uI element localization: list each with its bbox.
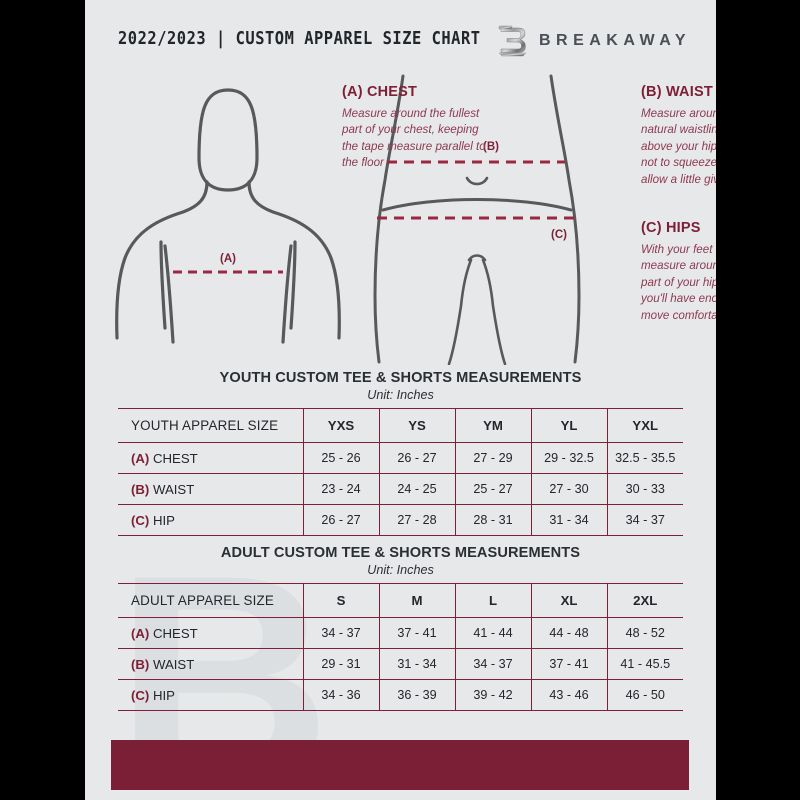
youth-size-column-header: YXS xyxy=(303,408,380,443)
table-row: (A) CHEST 34 - 37 37 - 41 41 - 44 44 - 48 48 … xyxy=(118,617,683,649)
measurement-value-cell: 36 - 39 xyxy=(379,679,456,711)
measurement-value-cell: 24 - 25 xyxy=(379,473,456,505)
measurement-value-cell: 30 - 33 xyxy=(607,473,683,505)
measurement-value-cell: 27 - 29 xyxy=(455,442,532,474)
adult-row-label: (C) HIP xyxy=(118,679,304,711)
measurement-value-cell: 34 - 36 xyxy=(303,679,380,711)
measurement-tag: (B) xyxy=(131,656,153,672)
measurement-tag: (A) xyxy=(131,450,153,466)
adult-size-column-header: XL xyxy=(531,583,608,618)
instruction-chest-title: (A) CHEST xyxy=(342,84,418,100)
youth-apparel-size-header: YOUTH APPAREL SIZE xyxy=(118,408,304,443)
measurement-tag: (C) xyxy=(131,512,153,528)
brand-name: BREAKAWAY xyxy=(538,32,691,49)
footer-bar xyxy=(111,740,689,790)
measurement-value-cell: 27 - 28 xyxy=(379,504,456,536)
instruction-hips-title: (C) HIPS xyxy=(641,220,701,236)
youth-size-column-header: YXL xyxy=(607,408,683,443)
youth-measurements-section: YOUTH CUSTOM TEE & SHORTS MEASUREMENTS U… xyxy=(85,370,716,536)
table-row: (C) HIP 34 - 36 36 - 39 39 - 42 43 - 46 46 - … xyxy=(118,679,683,711)
measurement-value-cell: 43 - 46 xyxy=(531,679,608,711)
youth-table-title: YOUTH CUSTOM TEE & SHORTS MEASUREMENTS xyxy=(219,370,582,386)
measurement-value-cell: 28 - 31 xyxy=(455,504,532,536)
measurement-name: WAIST xyxy=(152,481,195,497)
hips-measure-label: (C) xyxy=(551,229,567,241)
measurement-value-cell: 25 - 26 xyxy=(303,442,380,474)
page-title: 2022/2023 | CUSTOM APPAREL SIZE CHART xyxy=(118,29,481,49)
measurement-value-cell: 46 - 50 xyxy=(607,679,683,711)
brand-lockup: BREAKAWAY xyxy=(497,24,691,58)
adult-table-unit: Unit: Inches xyxy=(367,563,434,577)
measurement-value-cell: 41 - 44 xyxy=(455,617,532,649)
table-row: (B) WAIST 23 - 24 24 - 25 25 - 27 27 - 30 30 … xyxy=(118,473,683,505)
measurement-value-cell: 26 - 27 xyxy=(379,442,456,474)
adult-measurements-section: ADULT CUSTOM TEE & SHORTS MEASUREMENTS U… xyxy=(85,545,716,711)
instruction-waist-title: (B) WAIST xyxy=(641,84,713,100)
youth-size-column-header: YS xyxy=(379,408,456,443)
measurement-value-cell: 31 - 34 xyxy=(531,504,608,536)
measurement-value-cell: 34 - 37 xyxy=(607,504,683,536)
page-header: 2022/2023 | CUSTOM APPAREL SIZE CHART BR… xyxy=(85,24,716,60)
measurement-value-cell: 37 - 41 xyxy=(379,617,456,649)
hips-figure: (B) (C) xyxy=(373,74,581,365)
adult-size-table: ADULT APPAREL SIZE S M L XL 2XL (A) CHEST 34 - … xyxy=(118,583,683,711)
adult-size-column-header: L xyxy=(455,583,532,618)
adult-size-column-header: S xyxy=(303,583,380,618)
table-row: (C) HIP 26 - 27 27 - 28 28 - 31 31 - 34 34 - … xyxy=(118,504,683,536)
instruction-waist: (B) WAIST Measure around your natural wa… xyxy=(641,84,716,188)
measurement-value-cell: 48 - 52 xyxy=(607,617,683,649)
instruction-chest: (A) CHEST Measure around the fullest par… xyxy=(342,84,492,172)
measurement-value-cell: 27 - 30 xyxy=(531,473,608,505)
measurement-tag: (A) xyxy=(131,625,153,641)
youth-row-label: (C) HIP xyxy=(118,504,304,536)
measurement-value-cell: 31 - 34 xyxy=(379,648,456,680)
measurement-value-cell: 37 - 41 xyxy=(531,648,608,680)
adult-row-label: (B) WAIST xyxy=(118,648,304,680)
measurement-name: WAIST xyxy=(152,656,195,672)
measurement-name: CHEST xyxy=(152,625,198,641)
size-chart-page: B 2022/2023 | CUSTOM APPAREL SIZE CHART xyxy=(85,0,716,800)
youth-table-header-row: YOUTH APPAREL SIZE YXS YS YM YL YXL xyxy=(118,408,683,443)
waist-measure-label: (B) xyxy=(483,141,499,153)
measurement-value-cell: 44 - 48 xyxy=(531,617,608,649)
measurement-value-cell: 29 - 31 xyxy=(303,648,380,680)
youth-row-label: (B) WAIST xyxy=(118,473,304,505)
measurement-value-cell: 32.5 - 35.5 xyxy=(607,442,683,474)
adult-row-label: (A) CHEST xyxy=(118,617,304,649)
adult-size-column-header: M xyxy=(379,583,456,618)
adult-table-header-row: ADULT APPAREL SIZE S M L XL 2XL xyxy=(118,583,683,618)
youth-table-unit: Unit: Inches xyxy=(367,388,434,402)
measurement-name: HIP xyxy=(152,687,175,703)
table-row: (A) CHEST 25 - 26 26 - 27 27 - 29 29 - 32.5 3… xyxy=(118,442,683,474)
youth-size-table: YOUTH APPAREL SIZE YXS YS YM YL YXL (A) CHEST 2… xyxy=(118,408,683,536)
measurement-value-cell: 23 - 24 xyxy=(303,473,380,505)
measurement-value-cell: 25 - 27 xyxy=(455,473,532,505)
measurement-value-cell: 26 - 27 xyxy=(303,504,380,536)
measurement-value-cell: 34 - 37 xyxy=(455,648,532,680)
measurement-tag: (C) xyxy=(131,687,153,703)
chest-measure-label: (A) xyxy=(220,253,236,265)
adult-apparel-size-header: ADULT APPAREL SIZE xyxy=(118,583,304,618)
table-row: (B) WAIST 29 - 31 31 - 34 34 - 37 37 - 41 41 … xyxy=(118,648,683,680)
measurement-name: HIP xyxy=(152,512,175,528)
measurement-value-cell: 29 - 32.5 xyxy=(531,442,608,474)
breakaway-b-logo-icon xyxy=(498,25,527,57)
youth-row-label: (A) CHEST xyxy=(118,442,304,474)
torso-figure: (A) xyxy=(115,88,341,344)
instruction-hips: (C) HIPS With your feet together, measur… xyxy=(641,220,716,324)
adult-size-column-header: 2XL xyxy=(607,583,683,618)
measurement-value-cell: 39 - 42 xyxy=(455,679,532,711)
instruction-hips-body: With your feet together, measure around … xyxy=(641,243,716,322)
instruction-chest-body: Measure around the fullest part of your … xyxy=(342,107,486,170)
measurement-tag: (B) xyxy=(131,481,153,497)
measurement-name: CHEST xyxy=(152,450,198,466)
youth-size-column-header: YM xyxy=(455,408,532,443)
adult-table-title: ADULT CUSTOM TEE & SHORTS MEASUREMENTS xyxy=(220,545,581,561)
measurement-figures: (A) (B) (C) xyxy=(85,70,716,365)
measurement-value-cell: 41 - 45.5 xyxy=(607,648,683,680)
youth-size-column-header: YL xyxy=(531,408,608,443)
instruction-waist-body: Measure around your natural waistline – … xyxy=(641,107,716,186)
measurement-value-cell: 34 - 37 xyxy=(303,617,380,649)
